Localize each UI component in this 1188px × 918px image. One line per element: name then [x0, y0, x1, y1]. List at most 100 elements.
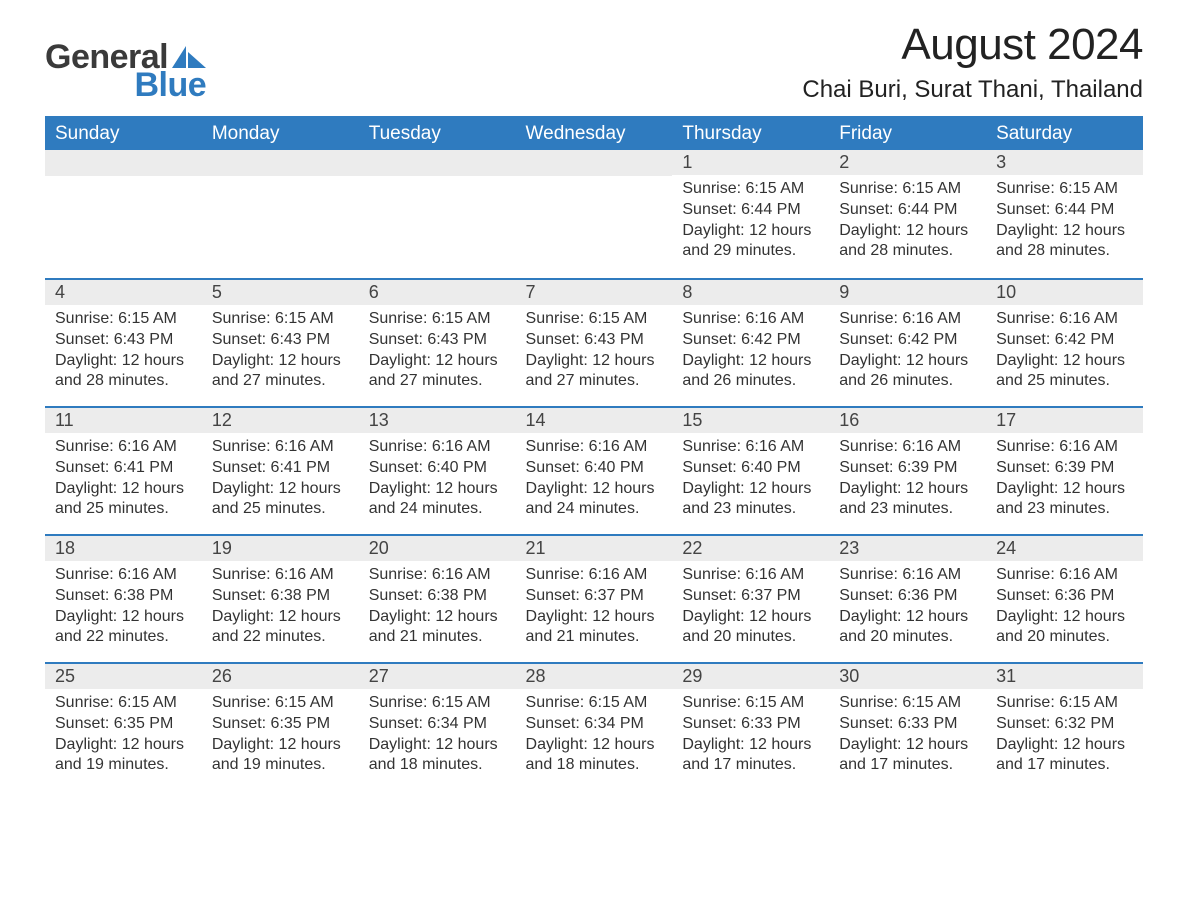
sunset-line: Sunset: 6:34 PM	[369, 714, 506, 735]
day-details: Sunrise: 6:15 AMSunset: 6:44 PMDaylight:…	[829, 175, 986, 268]
daylight-line: Daylight: 12 hours and 18 minutes.	[369, 735, 506, 777]
sunset-line: Sunset: 6:43 PM	[55, 330, 192, 351]
day-number: 25	[45, 662, 202, 689]
brand-logo: General Blue	[45, 20, 206, 102]
day-details: Sunrise: 6:15 AMSunset: 6:34 PMDaylight:…	[516, 689, 673, 782]
sunrise-line: Sunrise: 6:15 AM	[682, 693, 819, 714]
day-details: Sunrise: 6:16 AMSunset: 6:40 PMDaylight:…	[516, 433, 673, 526]
calendar-cell: 17Sunrise: 6:16 AMSunset: 6:39 PMDayligh…	[986, 406, 1143, 534]
sunset-line: Sunset: 6:38 PM	[369, 586, 506, 607]
daylight-line: Daylight: 12 hours and 18 minutes.	[526, 735, 663, 777]
location: Chai Buri, Surat Thani, Thailand	[802, 76, 1143, 104]
day-number: 8	[672, 278, 829, 305]
sunrise-line: Sunrise: 6:15 AM	[526, 309, 663, 330]
day-number: 27	[359, 662, 516, 689]
day-details: Sunrise: 6:16 AMSunset: 6:42 PMDaylight:…	[672, 305, 829, 398]
daylight-line: Daylight: 12 hours and 26 minutes.	[682, 351, 819, 393]
sunset-line: Sunset: 6:38 PM	[55, 586, 192, 607]
sunrise-line: Sunrise: 6:15 AM	[369, 309, 506, 330]
sunrise-line: Sunrise: 6:16 AM	[212, 437, 349, 458]
daylight-line: Daylight: 12 hours and 27 minutes.	[369, 351, 506, 393]
sunrise-line: Sunrise: 6:15 AM	[839, 693, 976, 714]
calendar-cell: 25Sunrise: 6:15 AMSunset: 6:35 PMDayligh…	[45, 662, 202, 790]
daylight-line: Daylight: 12 hours and 28 minutes.	[839, 221, 976, 263]
day-number-empty	[202, 150, 359, 176]
day-details: Sunrise: 6:15 AMSunset: 6:35 PMDaylight:…	[45, 689, 202, 782]
page-header: General Blue August 2024 Chai Buri, Sura…	[45, 20, 1143, 104]
sunrise-line: Sunrise: 6:16 AM	[369, 565, 506, 586]
day-details: Sunrise: 6:16 AMSunset: 6:39 PMDaylight:…	[829, 433, 986, 526]
calendar-row: 4Sunrise: 6:15 AMSunset: 6:43 PMDaylight…	[45, 278, 1143, 406]
daylight-line: Daylight: 12 hours and 22 minutes.	[55, 607, 192, 649]
day-number: 20	[359, 534, 516, 561]
day-details: Sunrise: 6:15 AMSunset: 6:43 PMDaylight:…	[359, 305, 516, 398]
daylight-line: Daylight: 12 hours and 22 minutes.	[212, 607, 349, 649]
sunset-line: Sunset: 6:36 PM	[996, 586, 1133, 607]
daylight-line: Daylight: 12 hours and 27 minutes.	[526, 351, 663, 393]
day-details: Sunrise: 6:16 AMSunset: 6:40 PMDaylight:…	[359, 433, 516, 526]
sunrise-line: Sunrise: 6:15 AM	[55, 693, 192, 714]
month-title: August 2024	[802, 20, 1143, 70]
day-details: Sunrise: 6:15 AMSunset: 6:34 PMDaylight:…	[359, 689, 516, 782]
calendar-cell: 8Sunrise: 6:16 AMSunset: 6:42 PMDaylight…	[672, 278, 829, 406]
weekday-header: Tuesday	[359, 117, 516, 150]
day-number: 5	[202, 278, 359, 305]
day-number: 26	[202, 662, 359, 689]
calendar-cell: 18Sunrise: 6:16 AMSunset: 6:38 PMDayligh…	[45, 534, 202, 662]
day-details: Sunrise: 6:16 AMSunset: 6:38 PMDaylight:…	[359, 561, 516, 654]
day-details: Sunrise: 6:16 AMSunset: 6:41 PMDaylight:…	[202, 433, 359, 526]
calendar-cell: 7Sunrise: 6:15 AMSunset: 6:43 PMDaylight…	[516, 278, 673, 406]
weekday-header: Sunday	[45, 117, 202, 150]
calendar-row: 1Sunrise: 6:15 AMSunset: 6:44 PMDaylight…	[45, 150, 1143, 278]
sunset-line: Sunset: 6:37 PM	[526, 586, 663, 607]
sunrise-line: Sunrise: 6:16 AM	[682, 437, 819, 458]
sunrise-line: Sunrise: 6:16 AM	[55, 437, 192, 458]
day-number: 17	[986, 406, 1143, 433]
calendar-cell: 24Sunrise: 6:16 AMSunset: 6:36 PMDayligh…	[986, 534, 1143, 662]
calendar-header: SundayMondayTuesdayWednesdayThursdayFrid…	[45, 117, 1143, 150]
day-details: Sunrise: 6:15 AMSunset: 6:43 PMDaylight:…	[202, 305, 359, 398]
daylight-line: Daylight: 12 hours and 19 minutes.	[212, 735, 349, 777]
day-details: Sunrise: 6:16 AMSunset: 6:41 PMDaylight:…	[45, 433, 202, 526]
day-details: Sunrise: 6:16 AMSunset: 6:37 PMDaylight:…	[672, 561, 829, 654]
daylight-line: Daylight: 12 hours and 17 minutes.	[996, 735, 1133, 777]
sunrise-line: Sunrise: 6:16 AM	[839, 437, 976, 458]
sunset-line: Sunset: 6:33 PM	[682, 714, 819, 735]
sunrise-line: Sunrise: 6:16 AM	[996, 437, 1133, 458]
day-details: Sunrise: 6:16 AMSunset: 6:42 PMDaylight:…	[986, 305, 1143, 398]
weekday-header: Thursday	[672, 117, 829, 150]
sunrise-line: Sunrise: 6:15 AM	[212, 693, 349, 714]
day-number: 10	[986, 278, 1143, 305]
sunset-line: Sunset: 6:44 PM	[996, 200, 1133, 221]
sunrise-line: Sunrise: 6:15 AM	[369, 693, 506, 714]
daylight-line: Daylight: 12 hours and 23 minutes.	[996, 479, 1133, 521]
calendar-cell: 23Sunrise: 6:16 AMSunset: 6:36 PMDayligh…	[829, 534, 986, 662]
day-details: Sunrise: 6:15 AMSunset: 6:44 PMDaylight:…	[672, 175, 829, 268]
brand-part2: Blue	[134, 68, 206, 102]
calendar-cell: 2Sunrise: 6:15 AMSunset: 6:44 PMDaylight…	[829, 150, 986, 278]
sunset-line: Sunset: 6:34 PM	[526, 714, 663, 735]
weekday-header: Friday	[829, 117, 986, 150]
day-details: Sunrise: 6:15 AMSunset: 6:44 PMDaylight:…	[986, 175, 1143, 268]
day-number: 21	[516, 534, 673, 561]
daylight-line: Daylight: 12 hours and 17 minutes.	[839, 735, 976, 777]
sunset-line: Sunset: 6:38 PM	[212, 586, 349, 607]
calendar-cell: 29Sunrise: 6:15 AMSunset: 6:33 PMDayligh…	[672, 662, 829, 790]
sunrise-line: Sunrise: 6:15 AM	[682, 179, 819, 200]
sunset-line: Sunset: 6:43 PM	[369, 330, 506, 351]
calendar-cell: 30Sunrise: 6:15 AMSunset: 6:33 PMDayligh…	[829, 662, 986, 790]
calendar-cell: 27Sunrise: 6:15 AMSunset: 6:34 PMDayligh…	[359, 662, 516, 790]
sunrise-line: Sunrise: 6:16 AM	[839, 565, 976, 586]
calendar-cell: 13Sunrise: 6:16 AMSunset: 6:40 PMDayligh…	[359, 406, 516, 534]
daylight-line: Daylight: 12 hours and 25 minutes.	[212, 479, 349, 521]
sunset-line: Sunset: 6:40 PM	[526, 458, 663, 479]
daylight-line: Daylight: 12 hours and 29 minutes.	[682, 221, 819, 263]
day-number-empty	[45, 150, 202, 176]
calendar-cell: 14Sunrise: 6:16 AMSunset: 6:40 PMDayligh…	[516, 406, 673, 534]
sunset-line: Sunset: 6:35 PM	[55, 714, 192, 735]
calendar-cell: 28Sunrise: 6:15 AMSunset: 6:34 PMDayligh…	[516, 662, 673, 790]
calendar-cell: 4Sunrise: 6:15 AMSunset: 6:43 PMDaylight…	[45, 278, 202, 406]
title-block: August 2024 Chai Buri, Surat Thani, Thai…	[802, 20, 1143, 104]
day-details: Sunrise: 6:16 AMSunset: 6:42 PMDaylight:…	[829, 305, 986, 398]
weekday-header: Wednesday	[516, 117, 673, 150]
